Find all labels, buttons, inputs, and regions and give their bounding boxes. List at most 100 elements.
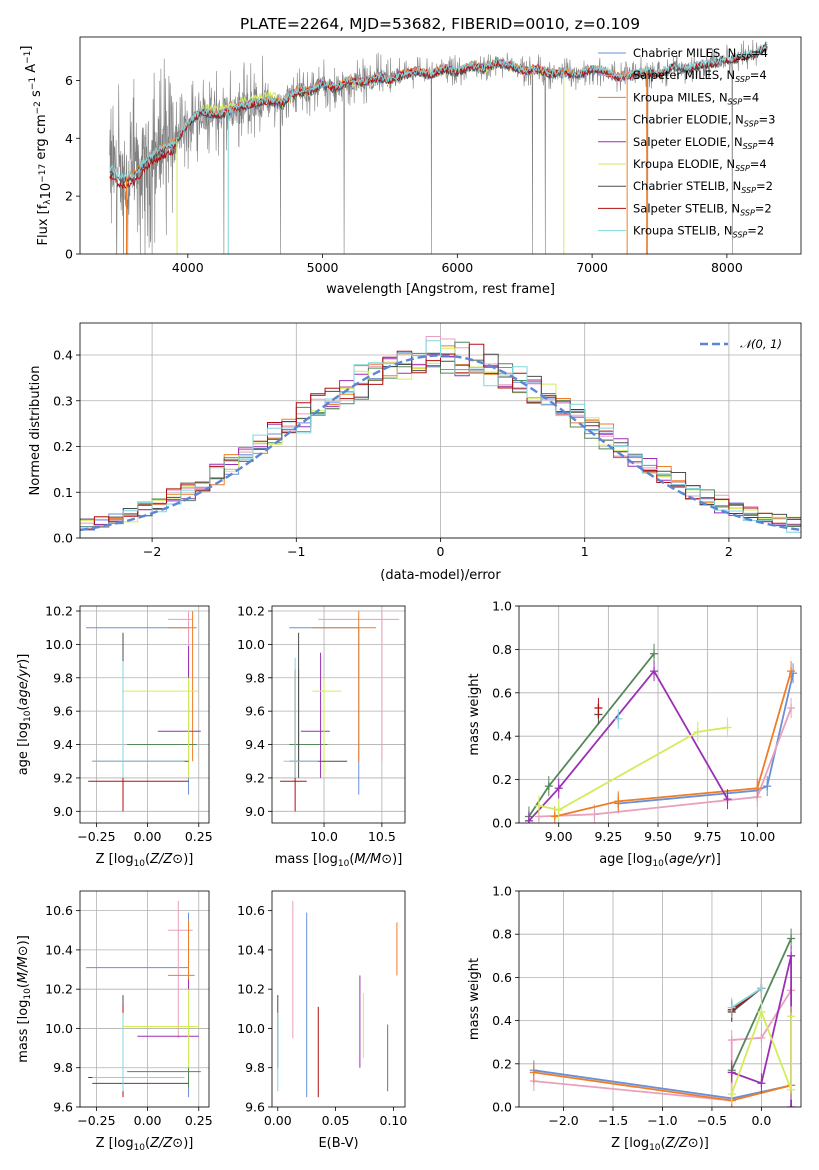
x-tick-label: 1 [581, 544, 589, 559]
axes-frame [79, 36, 802, 255]
x-tick-label: 9.50 [644, 829, 672, 844]
gaussian-curve [80, 354, 801, 532]
x-tick-label: 0.00 [134, 829, 162, 844]
y-tick-label: 9.8 [245, 670, 265, 685]
y-tick-label: 9.6 [53, 1100, 73, 1115]
weight-vs-age-panel: 9.00 9.25 9.50 9.75 10.00 0.0 0.2 0.4 0.6 0.8 1.0 a… [467, 599, 802, 869]
x-tick-label: 0.05 [322, 1113, 350, 1128]
legend-label: 𝒩(0, 1) [740, 337, 782, 351]
axes-frame [79, 890, 210, 1108]
weight-vs-metallicity-panel: −2.0 −1.5 −1.0 −0.5 0.0 0.0 0.2 0.4 0.6 0.8 1.0 Z [… [467, 884, 802, 1153]
x-axis-label: wavelength [Angstrom, rest frame] [326, 282, 555, 297]
y-tick-label: 9.0 [245, 804, 265, 819]
y-tick-label: 1.0 [492, 884, 512, 899]
histogram-step-line [80, 340, 801, 538]
y-tick-label: 0.2 [492, 1056, 512, 1071]
x-tick-label: 8000 [711, 260, 743, 275]
y-tick-label: 10.6 [237, 903, 265, 918]
legend-label: Chabrier ELODIE, NSSP=3 [633, 113, 775, 129]
y-axis-label: Flux [fλ10−17 erg cm−2 s−1 A−1] [19, 46, 54, 246]
axes-frame [518, 605, 802, 824]
y-tick-label: 0.0 [53, 531, 73, 546]
spectrum-panel: 4000 5000 6000 7000 8000 0 2 4 6 wavelength [Angs… [19, 36, 802, 297]
age-vs-mass-panel: 10.0 10.5 9.0 9.2 9.4 9.6 9.8 10.0 10.2 mass [log… [237, 604, 406, 869]
x-tick-label: 5000 [307, 260, 339, 275]
y-tick-label: 10.4 [45, 942, 73, 957]
x-tick-label: 7000 [576, 260, 608, 275]
y-tick-label: 10.0 [237, 637, 265, 652]
y-tick-label: 9.4 [245, 737, 265, 752]
mass-weight-line [538, 726, 728, 811]
y-tick-label: 4 [65, 131, 73, 146]
plot-area [524, 643, 798, 823]
y-tick-label: 0.4 [53, 348, 73, 363]
legend-label: Salpeter STELIB, NSSP=2 [633, 201, 772, 217]
y-tick-label: 9.8 [53, 1060, 73, 1075]
x-tick-label: 10.00 [739, 829, 775, 844]
x-tick-label: 9.75 [694, 829, 722, 844]
y-tick-label: 10.2 [237, 604, 265, 619]
y-tick-label: 10.2 [45, 982, 73, 997]
plot-area [86, 900, 201, 1098]
x-axis-label: Z [log10(Z/Z⊙)] [611, 1136, 709, 1153]
y-tick-label: 0.6 [492, 685, 512, 700]
y-tick-label: 10.6 [45, 903, 73, 918]
y-tick-label: 10.0 [45, 637, 73, 652]
mass-weight-line [730, 1009, 792, 1095]
legend-label: Salpeter ELODIE, NSSP=4 [633, 135, 774, 151]
x-tick-label: 0.25 [185, 1113, 213, 1128]
y-tick-label: 0.8 [492, 642, 512, 657]
y-tick-label: 9.4 [53, 737, 73, 752]
plot-area [280, 611, 400, 812]
plot-area [529, 928, 796, 1107]
plot-area [109, 39, 768, 254]
y-tick-label: 9.2 [53, 770, 73, 785]
y-axis-label: mass weight [467, 958, 482, 1040]
x-tick-label: 2 [725, 544, 733, 559]
mass-weight-line [618, 673, 794, 805]
y-tick-label: 0.0 [492, 816, 512, 831]
x-tick-label: 6000 [441, 260, 473, 275]
axes-frame [271, 890, 406, 1108]
axes-frame [79, 322, 802, 539]
x-tick-label: −0.5 [697, 1113, 727, 1128]
x-tick-label: 0.00 [264, 1113, 292, 1128]
y-tick-label: 0 [65, 247, 73, 262]
x-tick-label: −0.25 [77, 1113, 115, 1128]
legend-label: Kroupa STELIB, NSSP=2 [633, 224, 764, 240]
x-tick-label: 9.00 [545, 829, 573, 844]
y-tick-label: 0.8 [492, 927, 512, 942]
y-tick-label: 10.0 [45, 1021, 73, 1036]
y-tick-label: 10.2 [237, 982, 265, 997]
x-tick-label: 9.25 [594, 829, 622, 844]
model-spectrum-line [109, 41, 768, 181]
plot-area [277, 900, 398, 1098]
residual-histogram-panel: −2 −1 0 1 2 0.0 0.1 0.2 0.3 0.4 𝒩(0, 1) (data-model… [28, 322, 802, 583]
y-tick-label: 0.0 [492, 1100, 512, 1115]
figure-title: PLATE=2264, MJD=53682, FIBERID=0010, z=0… [240, 15, 640, 33]
y-tick-label: 9.6 [245, 1100, 265, 1115]
y-tick-label: 9.8 [53, 670, 73, 685]
x-tick-label: −1.5 [598, 1113, 628, 1128]
x-tick-label: 0 [437, 544, 445, 559]
spectrum-data-line [109, 39, 768, 254]
y-axis-label: mass [log10(M/M⊙)] [16, 935, 33, 1063]
x-tick-label: −2 [143, 544, 161, 559]
y-tick-label: 6 [65, 73, 73, 88]
axes-frame [518, 890, 802, 1108]
x-axis-label: mass [log10(M/M⊙)] [275, 852, 403, 869]
y-tick-label: 2 [65, 189, 73, 204]
y-tick-label: 1.0 [492, 599, 512, 614]
age-vs-metallicity-panel: −0.25 0.00 0.25 9.0 9.2 9.4 9.6 9.8 10.0 10.2 Z [l… [16, 604, 213, 869]
x-tick-label: 4000 [172, 260, 204, 275]
x-axis-label: E(B-V) [318, 1136, 358, 1151]
x-tick-label: −2.0 [548, 1113, 578, 1128]
y-tick-label: 9.6 [245, 704, 265, 719]
x-tick-label: 0.00 [134, 1113, 162, 1128]
legend-label: Kroupa MILES, NSSP=4 [633, 90, 759, 106]
y-axis-label: Normed distribution [28, 366, 43, 496]
y-tick-label: 0.4 [492, 1013, 512, 1028]
y-tick-label: 9.8 [245, 1060, 265, 1075]
y-tick-label: 0.1 [53, 485, 73, 500]
